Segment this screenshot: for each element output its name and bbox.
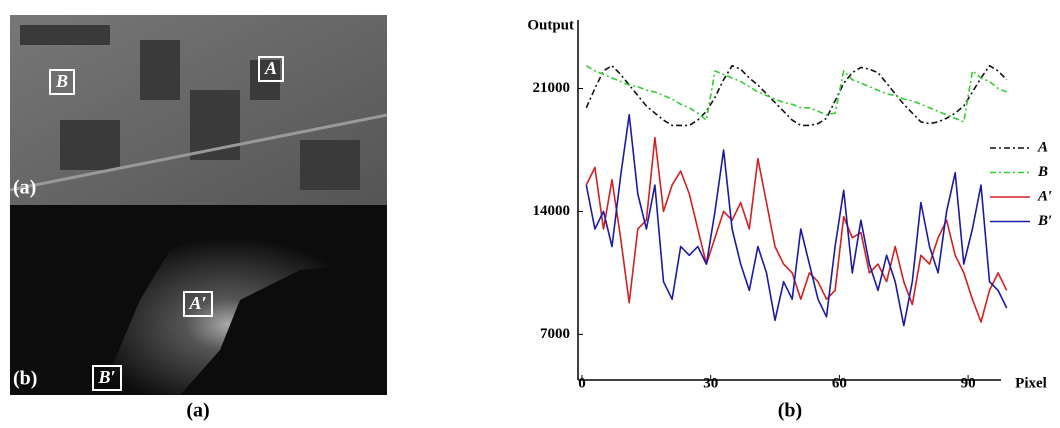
panel-label: (a)	[13, 177, 36, 199]
marker-label: A	[264, 58, 277, 78]
x-tick-label: 0	[578, 375, 586, 391]
caption: (a)	[186, 400, 209, 422]
marker-label: B′	[97, 367, 115, 387]
x-axis-title: Pixel	[1015, 375, 1047, 391]
legend-label: A	[1037, 139, 1048, 155]
series-line	[585, 65, 1008, 123]
y-axis-title: Output	[527, 17, 574, 33]
panel-label: (b)	[13, 368, 37, 390]
x-tick-label: 30	[703, 375, 718, 391]
marker-box	[49, 69, 75, 95]
series-line	[585, 136, 1008, 323]
series-line	[585, 64, 1008, 127]
image-texture	[20, 25, 360, 190]
caption: (b)	[778, 400, 802, 422]
marker-box	[258, 56, 284, 82]
line-chart: Output Pixel 7000 14000 21000 0 30 60 90 AB A′ B′	[527, 17, 1052, 391]
legend-label: B	[1037, 164, 1048, 180]
y-tick-label: 14000	[533, 203, 571, 219]
marker-box	[92, 365, 122, 391]
x-tick-label: 60	[832, 375, 847, 391]
y-tick-label: 21000	[533, 80, 571, 96]
series-line	[585, 114, 1008, 327]
x-tick-label: 90	[961, 375, 976, 391]
legend-label: A′	[1037, 188, 1052, 204]
marker-label: B	[55, 71, 68, 91]
marker-box	[183, 291, 213, 317]
marker-label: A′	[188, 293, 206, 313]
y-tick-label: 7000	[540, 326, 570, 342]
legend-label: B′	[1037, 213, 1052, 229]
road	[9, 113, 388, 192]
land-mass	[100, 220, 387, 395]
